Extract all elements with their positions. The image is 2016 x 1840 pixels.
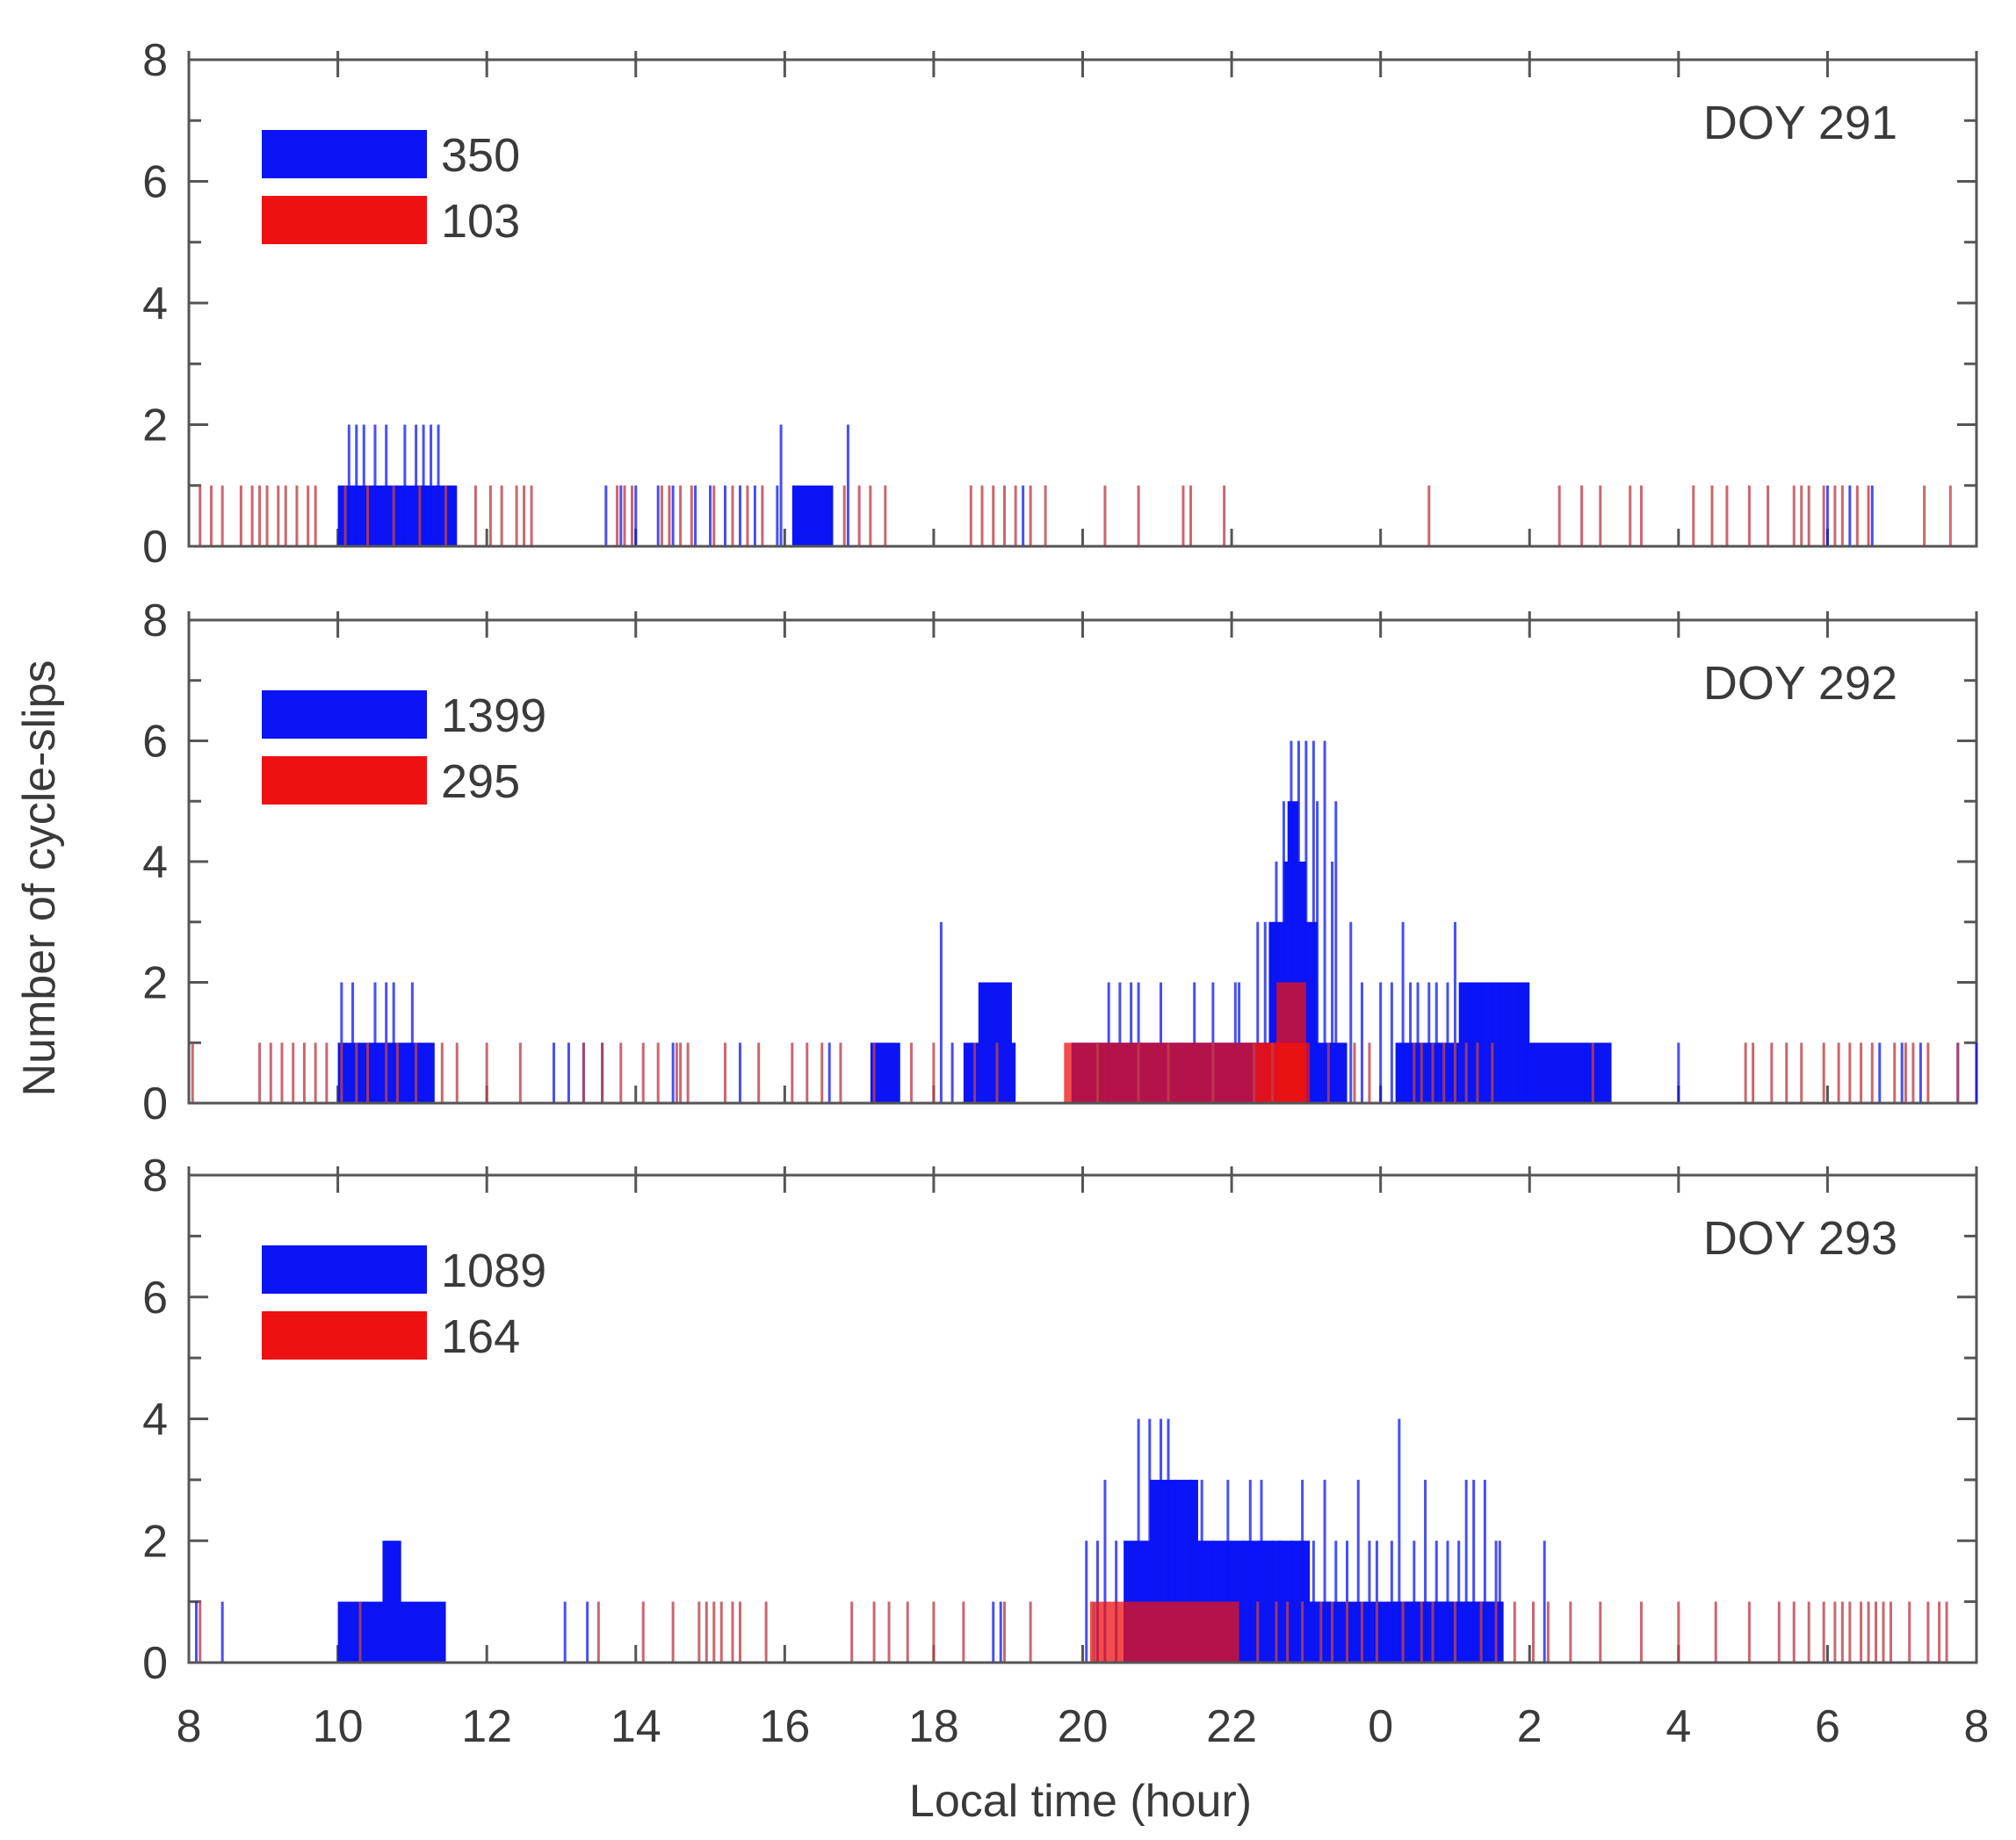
x-tick-label: 12 [461, 1701, 512, 1752]
blue-bar-segment [791, 485, 834, 546]
y-tick-label: 4 [142, 1395, 168, 1446]
x-tick-label: 16 [759, 1701, 810, 1752]
y-tick-label: 6 [142, 1273, 168, 1324]
x-tick-label: 0 [1368, 1701, 1393, 1752]
y-tick-label: 8 [142, 35, 168, 86]
red-bar-segment [1089, 1601, 1239, 1663]
x-tick-label: 20 [1058, 1701, 1109, 1752]
legend-swatch [262, 690, 427, 739]
legend-swatch [262, 1311, 427, 1360]
x-tick-label: 2 [1517, 1701, 1543, 1752]
legend-value: 1089 [441, 1245, 546, 1297]
y-tick-label: 4 [142, 278, 168, 329]
y-tick-label: 8 [142, 1151, 168, 1201]
legend-swatch [262, 196, 427, 244]
y-tick-label: 8 [142, 595, 168, 646]
y-tick-label: 2 [142, 400, 168, 451]
y-tick-label: 2 [142, 958, 168, 1009]
legend: 1399 295 [262, 689, 546, 808]
legend-value: 164 [441, 1310, 520, 1363]
y-tick-label: 0 [142, 1079, 168, 1129]
x-axis-title: Local time (hour) [909, 1776, 1252, 1827]
doy-label: DOY 291 [1703, 97, 1897, 149]
panel-2: 0 2 4 6 8 1399 295 DOY 292 [142, 595, 1978, 1129]
legend: 1089 164 [262, 1245, 546, 1363]
y-tick-label: 2 [142, 1516, 168, 1567]
x-tick-label: 10 [313, 1701, 364, 1752]
x-tick-label: 14 [611, 1701, 661, 1752]
x-tick-label: 6 [1815, 1701, 1840, 1752]
panel-3: 0 2 4 6 8 8 10 12 14 16 18 20 22 0 2 4 6 8 1089 164 DOY 293 [142, 1151, 1989, 1752]
y-tick-label: 0 [142, 522, 168, 573]
doy-label: DOY 292 [1703, 657, 1897, 710]
bars-group [199, 424, 1952, 546]
red-bar-segment [1275, 982, 1306, 1103]
legend-swatch [262, 756, 427, 805]
legend-value: 103 [441, 195, 520, 248]
y-axis-title: Number of cycle-slips [14, 660, 65, 1096]
x-tick-label: 18 [908, 1701, 959, 1752]
legend-swatch [262, 130, 427, 178]
bars-group [194, 1418, 1948, 1663]
y-tick-label: 4 [142, 837, 168, 888]
legend-value: 295 [441, 755, 520, 808]
blue-bar-segment [382, 1541, 401, 1663]
legend-value: 1399 [441, 689, 546, 742]
y-tick-label: 6 [142, 157, 168, 208]
y-tick-label: 6 [142, 717, 168, 768]
x-tick-label: 8 [177, 1701, 202, 1752]
x-tick-label: 22 [1206, 1701, 1257, 1752]
doy-label: DOY 293 [1703, 1212, 1897, 1265]
blue-bar-segment [978, 982, 1012, 1103]
bars-group [191, 740, 1978, 1103]
x-tick-label: 8 [1964, 1701, 1990, 1752]
y-tick-label: 0 [142, 1638, 168, 1689]
legend-value: 350 [441, 129, 520, 182]
x-tick-label: 4 [1666, 1701, 1691, 1752]
legend-swatch [262, 1245, 427, 1294]
